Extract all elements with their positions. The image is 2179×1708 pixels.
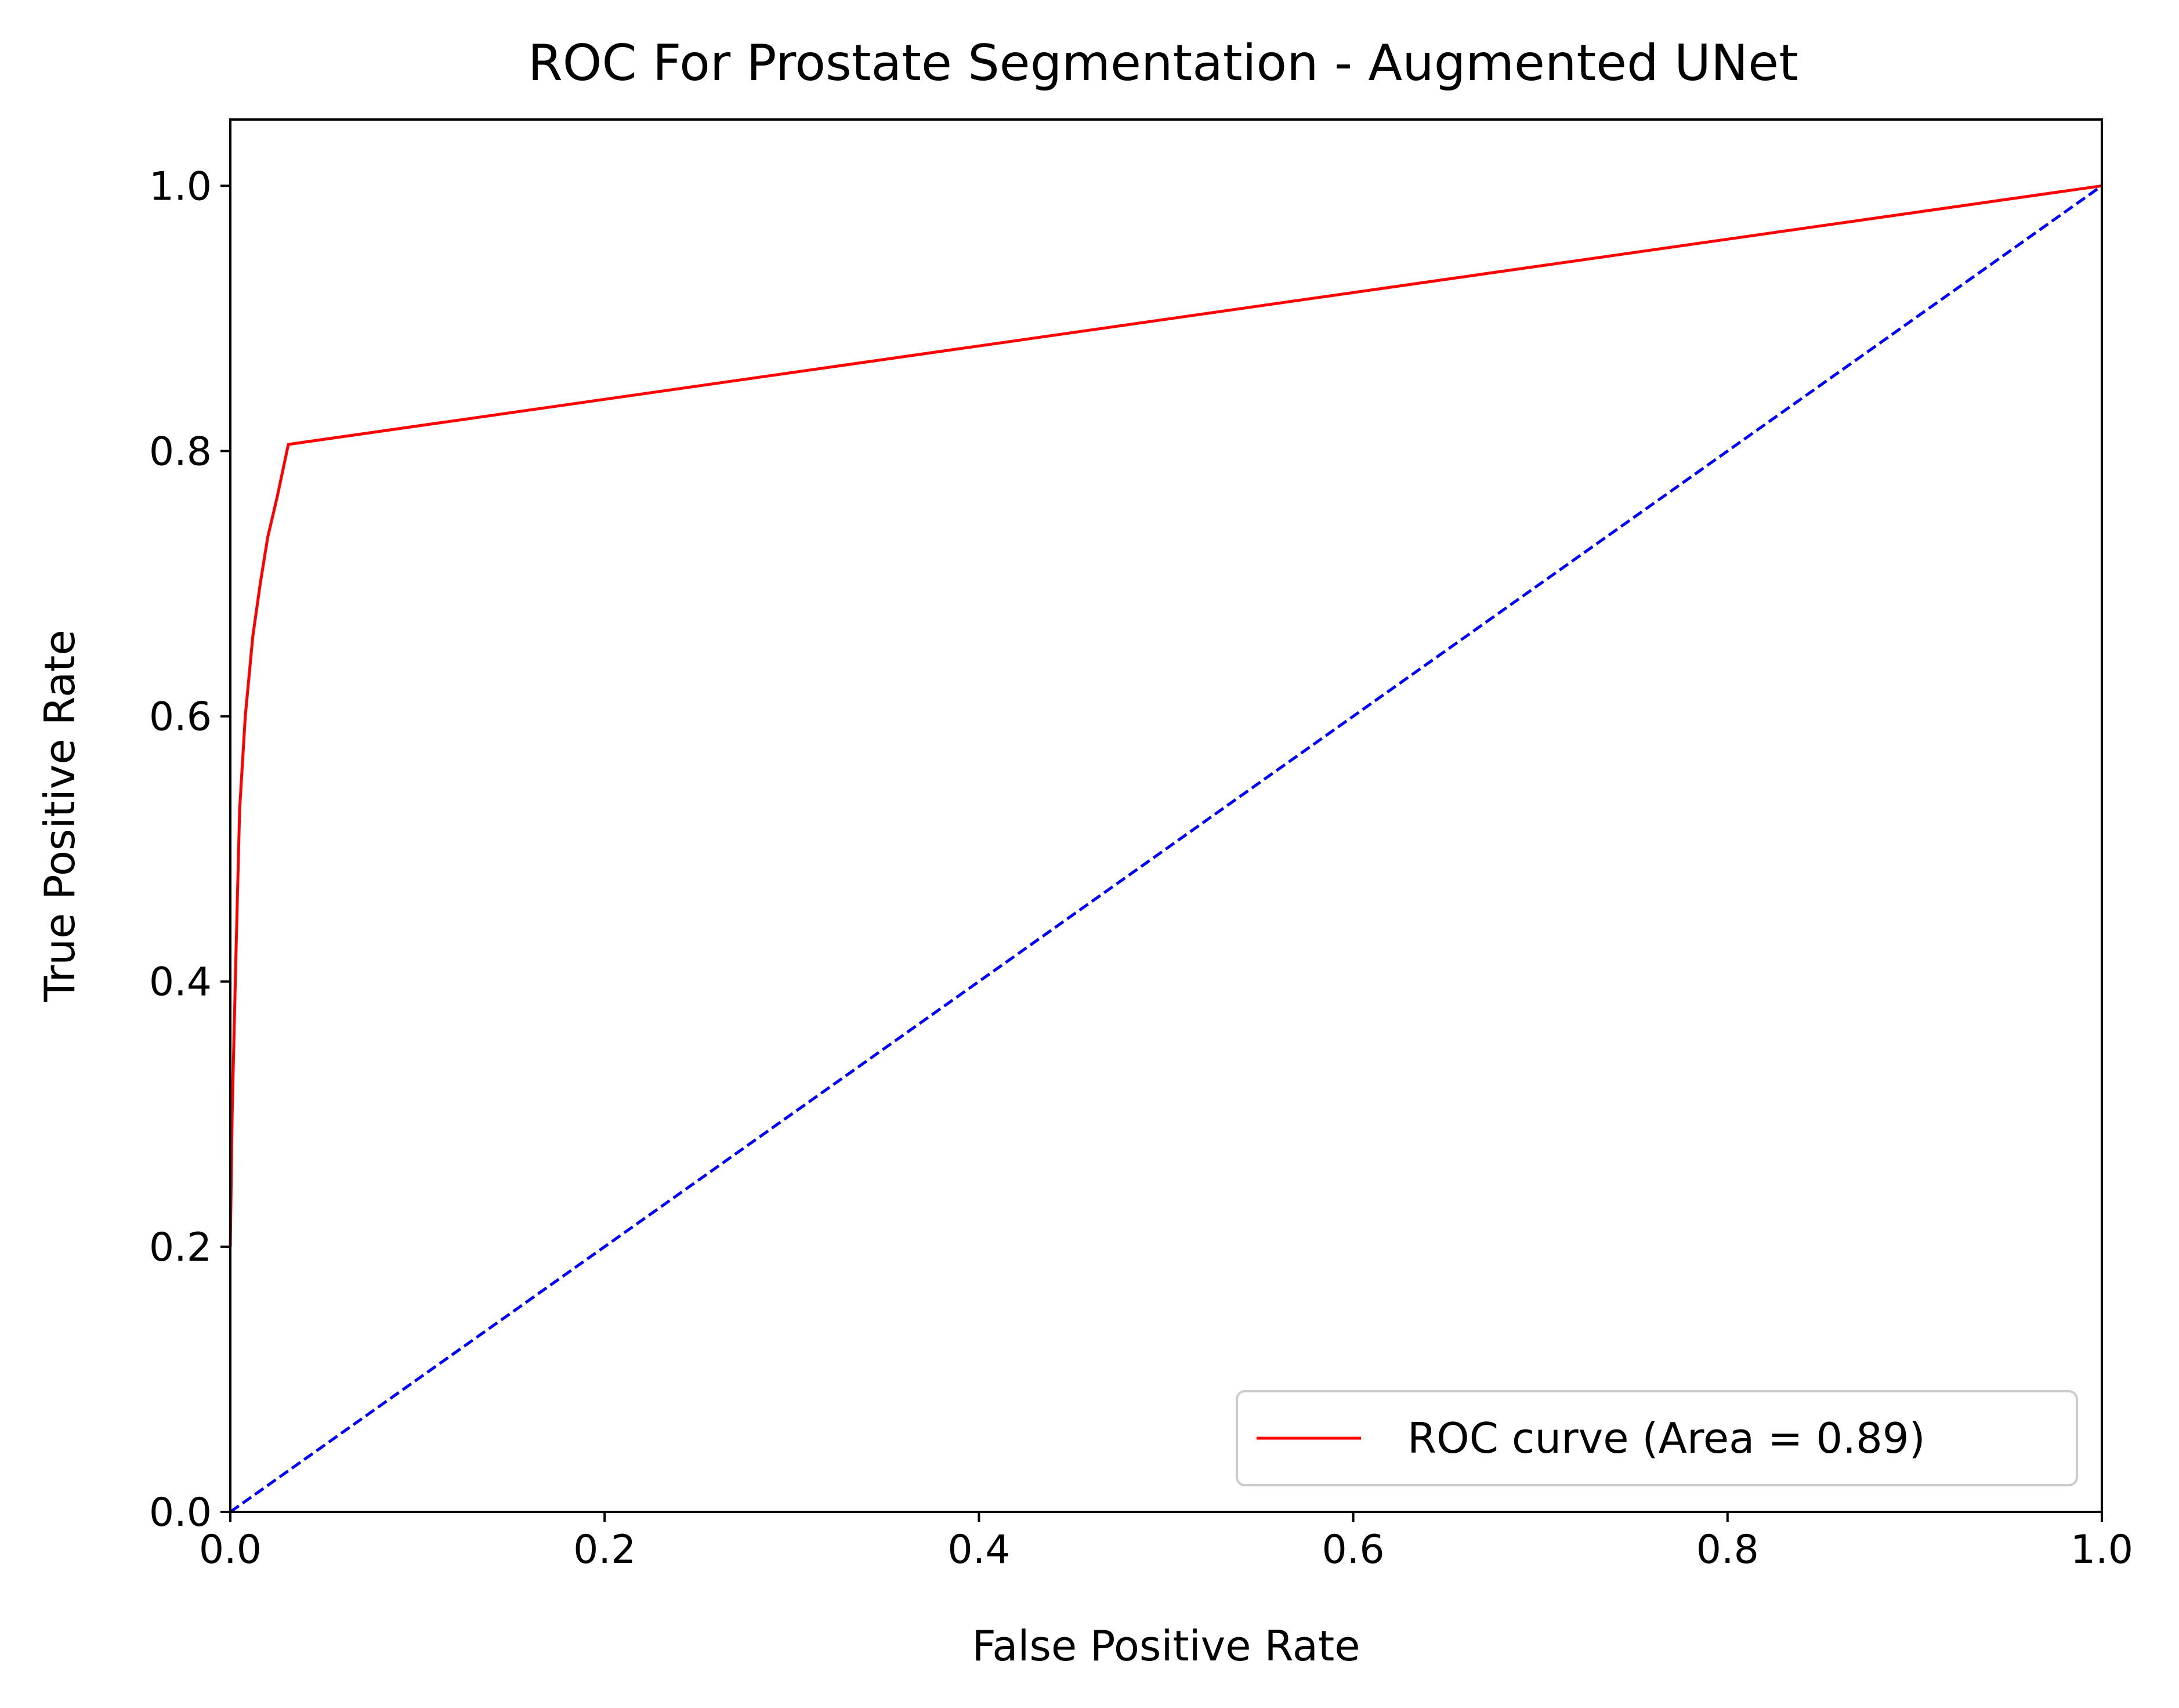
x-tick-label: 0.6 bbox=[1322, 1527, 1385, 1573]
y-tick-label: 0.6 bbox=[149, 694, 212, 740]
plot-lines bbox=[229, 184, 2103, 1514]
y-tick-label: 0.2 bbox=[149, 1225, 212, 1271]
legend-label-roc-curve: ROC curve (Area = 0.89) bbox=[1407, 1414, 1925, 1463]
roc-curve-line bbox=[229, 184, 2102, 1247]
y-axis-label: True Positive Rate bbox=[35, 629, 84, 1002]
chart-title: ROC For Prostate Segmentation - Augmente… bbox=[528, 34, 1798, 92]
legend: ROC curve (Area = 0.89) bbox=[1236, 1390, 2078, 1486]
x-tick-label: 0.4 bbox=[947, 1527, 1010, 1573]
chance-diagonal-line bbox=[229, 184, 2103, 1514]
y-tick-label: 1.0 bbox=[149, 164, 212, 209]
y-tick-label: 0.8 bbox=[149, 429, 212, 475]
plot-frame bbox=[229, 118, 2103, 1513]
y-tick-label: 0.0 bbox=[149, 1490, 212, 1536]
x-tick-label: 1.0 bbox=[2071, 1527, 2133, 1573]
x-tick-label: 0.0 bbox=[199, 1527, 262, 1573]
x-axis-label: False Positive Rate bbox=[972, 1622, 1360, 1670]
y-tick-label: 0.4 bbox=[149, 960, 212, 1005]
x-tick-label: 0.2 bbox=[573, 1527, 636, 1573]
legend-box bbox=[1236, 1390, 2078, 1486]
y-axis-ticks: 0.0 0.2 0.4 0.6 0.8 1.0 bbox=[149, 164, 230, 1536]
x-axis-ticks: 0.0 0.2 0.4 0.6 0.8 1.0 bbox=[199, 1512, 2133, 1573]
x-tick-label: 0.8 bbox=[1696, 1527, 1759, 1573]
